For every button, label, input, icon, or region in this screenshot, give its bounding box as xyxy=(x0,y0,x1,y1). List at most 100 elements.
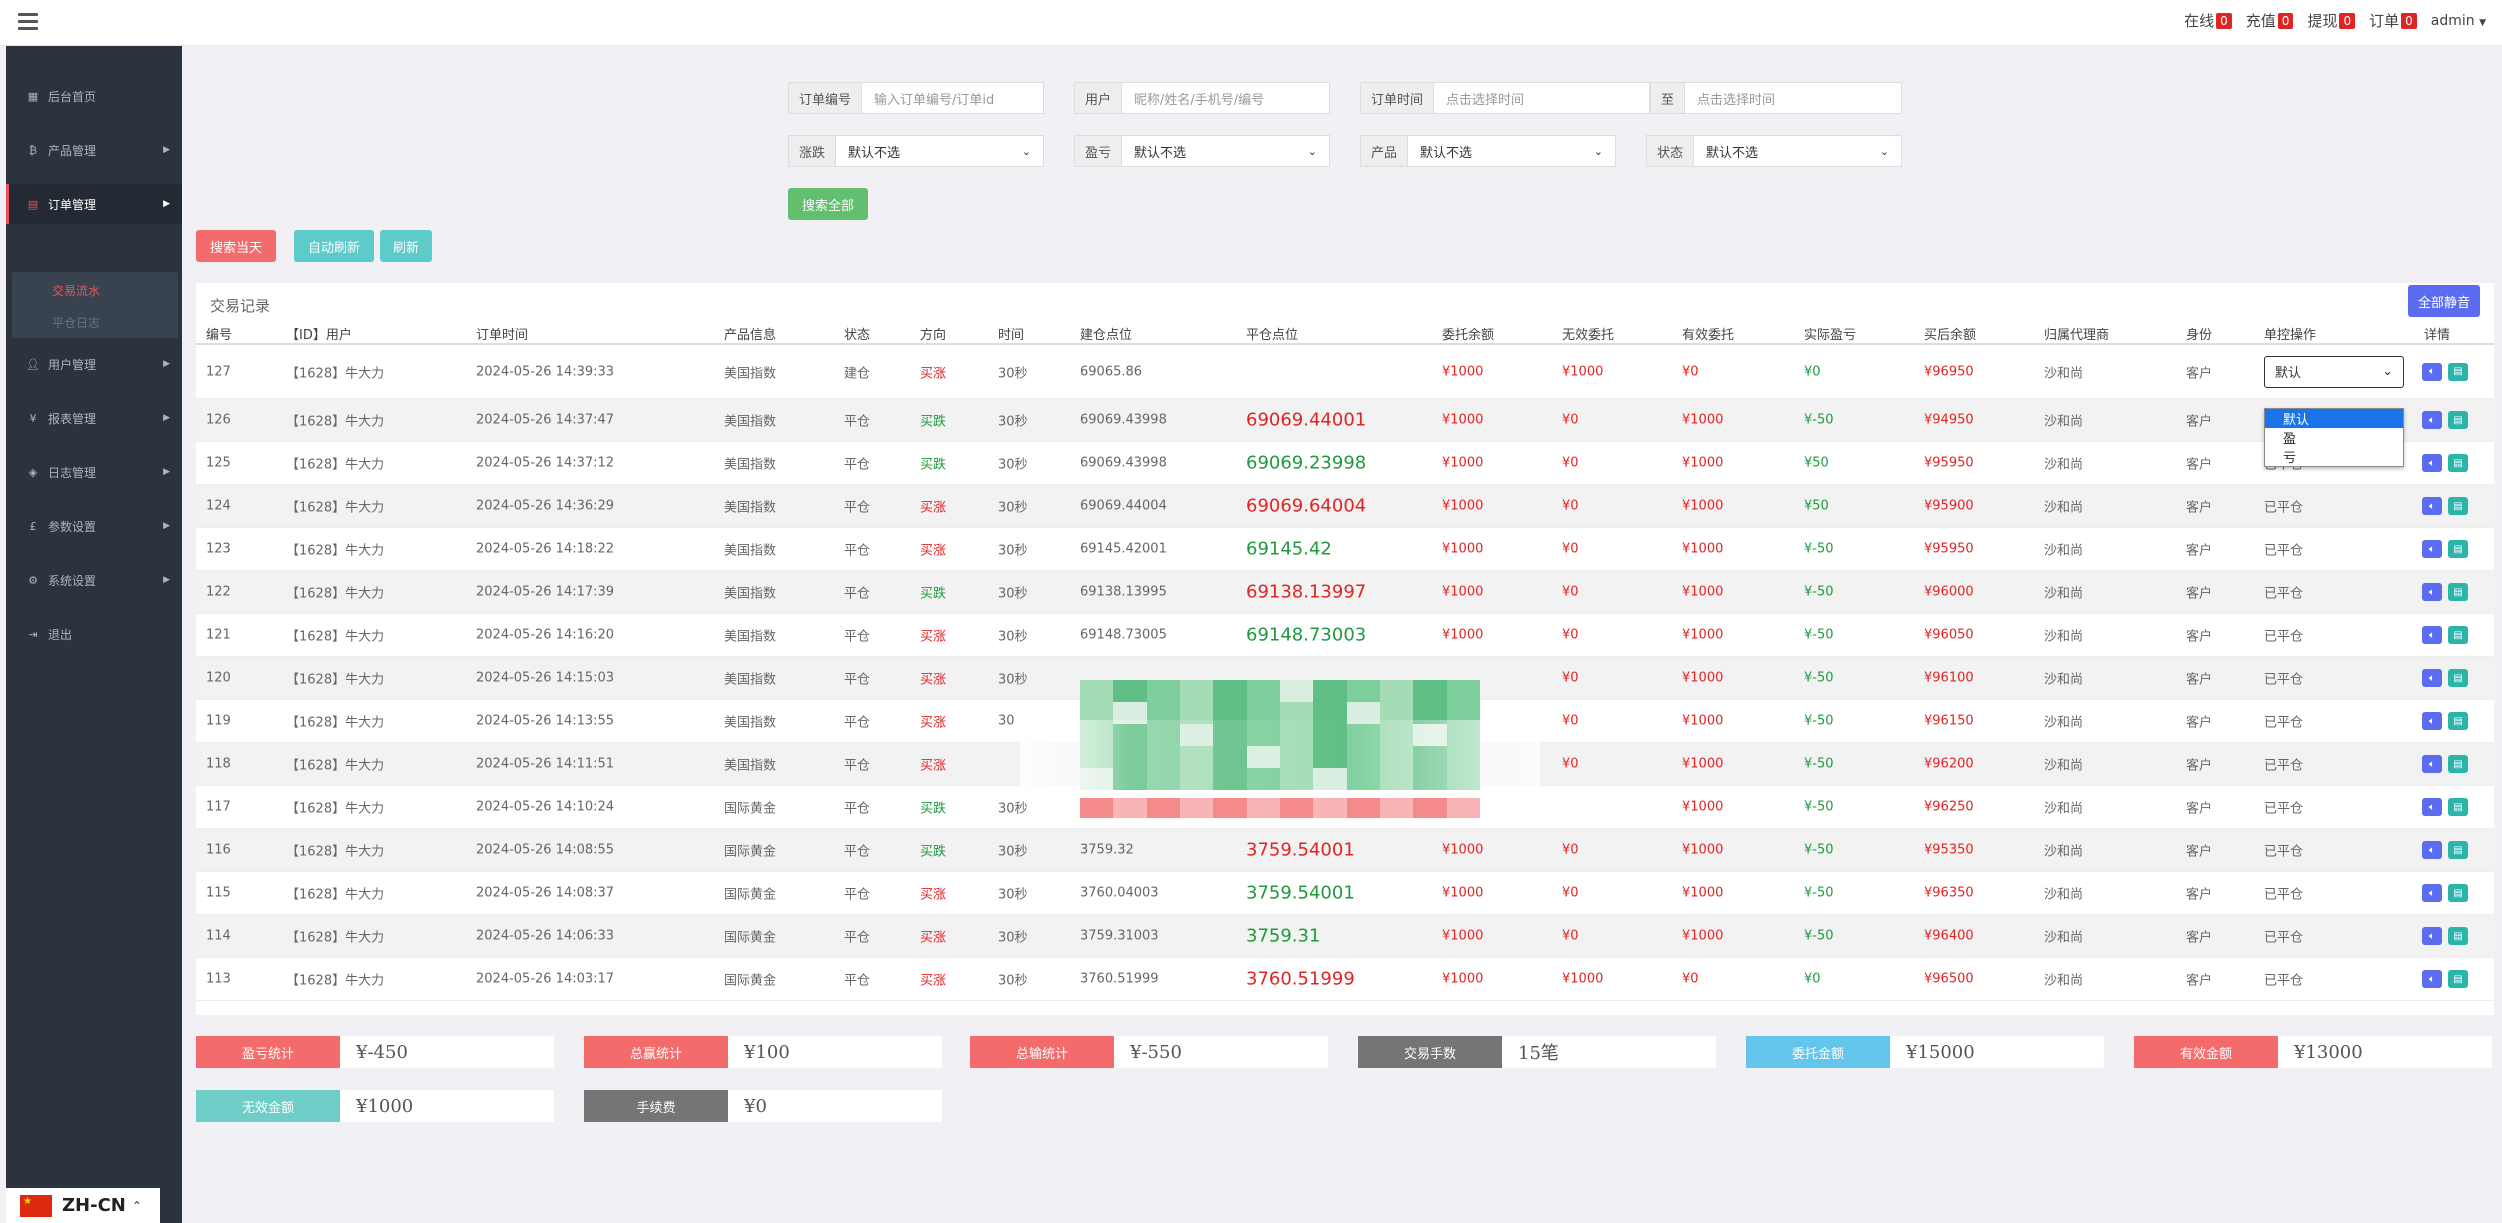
sound-icon[interactable]: 🔈︎ xyxy=(2422,970,2442,988)
sound-icon[interactable]: 🔈︎ xyxy=(2422,798,2442,816)
sound-icon[interactable]: 🔈︎ xyxy=(2422,712,2442,730)
cell-id: 123 xyxy=(206,541,231,557)
details-icon[interactable]: ▤ xyxy=(2448,669,2468,687)
sound-icon[interactable]: 🔈︎ xyxy=(2422,583,2442,601)
cell-id: 115 xyxy=(206,885,231,901)
chevron-down-icon: ⌄ xyxy=(1021,144,1031,158)
details-icon[interactable]: ▤ xyxy=(2448,411,2468,429)
col-balance-after: 买后余额 xyxy=(1924,328,1977,343)
auto-refresh-button[interactable]: 自动刷新 xyxy=(294,230,374,262)
status-select[interactable]: 默认不选 ⌄ xyxy=(1694,136,1901,166)
chevron-right-icon: ▶ xyxy=(163,145,170,155)
blur-fade xyxy=(1020,720,1540,790)
orders-badge: 0 xyxy=(2401,12,2417,29)
cell-invalid: ¥0 xyxy=(1562,713,1579,729)
submenu-item-trade-flow[interactable]: 交易流水 xyxy=(52,284,101,298)
details-icon[interactable]: ▤ xyxy=(2448,798,2468,816)
details-icon[interactable]: ▤ xyxy=(2448,362,2468,381)
pound-icon: £ xyxy=(29,519,37,533)
cell-product: 美国指数 xyxy=(724,629,777,645)
details-icon[interactable]: ▤ xyxy=(2448,454,2468,472)
menu-toggle-icon[interactable] xyxy=(18,13,38,30)
col-id: 编号 xyxy=(206,328,233,343)
cell-time: 2024-05-26 14:37:12 xyxy=(476,455,615,471)
details-icon[interactable]: ▤ xyxy=(2448,884,2468,902)
cell-role: 客户 xyxy=(2186,586,2213,602)
details-icon[interactable]: ▤ xyxy=(2448,626,2468,644)
sidebar-item-params[interactable]: £ 参数设置 ▶ xyxy=(6,506,182,546)
order-time-end-input[interactable]: 点击选择时间 xyxy=(1697,92,1776,108)
sound-icon[interactable]: 🔈︎ xyxy=(2422,497,2442,515)
sidebar-item-home[interactable]: ▦ 后台首页 xyxy=(6,76,182,116)
withdraw-label: 提现 xyxy=(2307,12,2338,30)
sidebar-item-logout[interactable]: ⇥ 退出 xyxy=(6,614,182,654)
sound-icon[interactable]: 🔈︎ xyxy=(2422,411,2442,429)
details-icon[interactable]: ▤ xyxy=(2448,970,2468,988)
control-select[interactable]: 默认 ⌄ xyxy=(2264,355,2404,388)
details-icon[interactable]: ▤ xyxy=(2448,540,2468,558)
sidebar-item-users[interactable]: 👤︎ 用户管理 ▶ xyxy=(6,344,182,384)
sidebar-item-logs[interactable]: ◈ 日志管理 ▶ xyxy=(6,452,182,492)
top-status: 在线 0 充值 0 提现 0 订单 0 admin ▼ xyxy=(2184,10,2486,31)
sidebar-item-orders[interactable]: ▤ 订单管理 ▶ xyxy=(6,184,182,224)
cell-entrust: ¥1000 xyxy=(1442,971,1484,987)
sound-icon[interactable]: 🔈︎ xyxy=(2422,884,2442,902)
cell-id: 125 xyxy=(206,455,231,471)
refresh-button[interactable]: 刷新 xyxy=(380,230,432,262)
online-counter[interactable]: 在线 0 xyxy=(2184,10,2232,31)
cell-after: ¥96400 xyxy=(1924,928,1974,944)
sound-icon[interactable]: 🔈︎ xyxy=(2422,927,2442,945)
recharge-counter[interactable]: 充值 0 xyxy=(2246,10,2294,31)
sidebar-item-label: 退出 xyxy=(48,627,73,642)
mute-all-button[interactable]: 全部静音 xyxy=(2408,285,2480,317)
cell-dur: 30秒 xyxy=(998,586,1028,602)
cell-pnl: ¥-50 xyxy=(1804,541,1834,557)
orders-counter[interactable]: 订单 0 xyxy=(2369,10,2417,31)
language-switcher[interactable]: ZH-CN ⌃ xyxy=(6,1188,160,1223)
cell-dir: 买涨 xyxy=(920,629,947,645)
details-icon[interactable]: ▤ xyxy=(2448,712,2468,730)
sound-icon[interactable]: 🔈︎ xyxy=(2422,669,2442,687)
details-icon[interactable]: ▤ xyxy=(2448,497,2468,515)
order-no-input[interactable]: 输入订单编号/订单id xyxy=(874,92,995,108)
chevron-right-icon: ▶ xyxy=(163,413,170,423)
row-actions: 🔈︎ ▤ xyxy=(2422,626,2468,644)
cell-dur: 30秒 xyxy=(998,844,1028,860)
details-icon[interactable]: ▤ xyxy=(2448,841,2468,859)
details-icon[interactable]: ▤ xyxy=(2448,927,2468,945)
sound-icon[interactable]: 🔈︎ xyxy=(2422,540,2442,558)
search-all-button[interactable]: 搜索全部 xyxy=(788,188,868,220)
sound-icon[interactable]: 🔈︎ xyxy=(2422,626,2442,644)
sidebar-item-system[interactable]: ⚙ 系统设置 ▶ xyxy=(6,560,182,600)
sidebar-item-reports[interactable]: ¥ 报表管理 ▶ xyxy=(6,398,182,438)
sound-icon[interactable]: 🔈︎ xyxy=(2422,841,2442,859)
order-time-start-input[interactable]: 点击选择时间 xyxy=(1446,92,1525,108)
withdraw-counter[interactable]: 提现 0 xyxy=(2307,10,2356,31)
table-row: 124 【1628】牛大力 2024-05-26 14:36:29 美国指数 平仓 买涨 3… xyxy=(196,485,2494,528)
rise-fall-select[interactable]: 默认不选 ⌄ xyxy=(836,136,1043,166)
active-indicator xyxy=(6,184,9,224)
dropdown-option-lose[interactable]: 亏 xyxy=(2283,451,2297,466)
cell-role: 客户 xyxy=(2186,629,2213,645)
sound-icon[interactable]: 🔈︎ xyxy=(2422,755,2442,773)
details-icon[interactable]: ▤ xyxy=(2448,755,2468,773)
dropdown-option-default[interactable]: 默认 xyxy=(2265,409,2403,428)
sidebar-item-products[interactable]: ₿ 产品管理 ▶ xyxy=(6,130,182,170)
profit-loss-label: 盈亏 xyxy=(1075,136,1123,166)
submenu-item-close-log[interactable]: 平仓日志 xyxy=(52,316,101,330)
profit-loss-select[interactable]: 默认不选 ⌄ xyxy=(1122,136,1329,166)
cell-after: ¥96350 xyxy=(1924,885,1974,901)
cell-open: 69065.86 xyxy=(1080,364,1143,379)
cell-close: 3759.54001 xyxy=(1246,839,1355,861)
cell-time: 2024-05-26 14:37:47 xyxy=(476,412,615,428)
sound-icon[interactable]: 🔈︎ xyxy=(2422,454,2442,472)
admin-menu[interactable]: admin ▼ xyxy=(2431,13,2486,29)
sound-icon[interactable]: 🔈︎ xyxy=(2422,362,2442,381)
details-icon[interactable]: ▤ xyxy=(2448,583,2468,601)
table-row: 126 【1628】牛大力 2024-05-26 14:37:47 美国指数 平仓 买跌 3… xyxy=(196,399,2494,442)
dropdown-option-win[interactable]: 盈 xyxy=(2283,432,2297,447)
user-input[interactable]: 昵称/姓名/手机号/编号 xyxy=(1134,92,1265,108)
stat-value: 15笔 xyxy=(1502,1036,1716,1068)
product-select[interactable]: 默认不选 ⌄ xyxy=(1408,136,1615,166)
search-today-button[interactable]: 搜索当天 xyxy=(196,230,276,262)
